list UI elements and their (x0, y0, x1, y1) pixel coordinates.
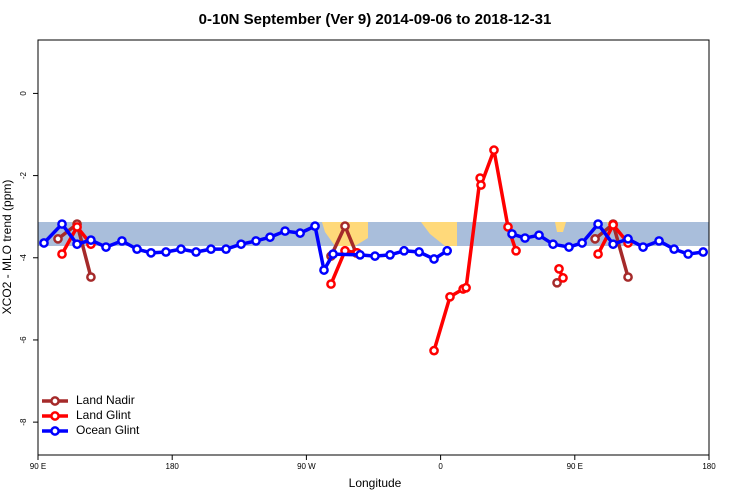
data-point (429, 345, 439, 356)
data-point (552, 277, 562, 288)
data-point (476, 180, 486, 190)
data-point (72, 222, 82, 232)
data-point (191, 247, 201, 257)
land (322, 222, 368, 246)
data-point (654, 236, 664, 246)
legend-marker (50, 411, 60, 421)
data-point (236, 239, 246, 250)
data-point (548, 239, 558, 250)
data-point (57, 249, 67, 259)
data-point (295, 228, 305, 238)
data-point (86, 272, 96, 282)
x-axis-label: Longitude (349, 476, 402, 490)
data-point (442, 245, 453, 256)
y-axis-label: XCO2 - MLO trend (ppm) (0, 180, 14, 315)
data-point (326, 279, 336, 289)
legend-label: Ocean Glint (76, 423, 140, 437)
y-tick-label: -4 (19, 254, 28, 262)
data-point (132, 244, 142, 254)
chart-title: 0-10N September (Ver 9) 2014-09-06 to 20… (199, 11, 552, 28)
x-tick-label: 90 E (30, 462, 46, 471)
data-point (86, 235, 96, 245)
data-point (623, 272, 633, 282)
plot-frame (37, 39, 710, 456)
data-point (511, 245, 521, 256)
y-tick-label: 0 (19, 91, 28, 96)
data-point (669, 244, 679, 254)
land (421, 222, 457, 246)
data-point (221, 244, 231, 254)
legend-marker (50, 426, 60, 436)
data-point (564, 242, 574, 252)
legend-label: Land Nadir (76, 393, 135, 407)
data-point (328, 249, 338, 259)
data-point (251, 236, 261, 246)
data-point (461, 282, 471, 293)
x-tick-label: 90 E (567, 462, 583, 471)
data-point (608, 220, 618, 230)
land (555, 222, 566, 232)
data-point (638, 242, 648, 252)
x-tick-label: 180 (166, 462, 180, 471)
data-point (53, 234, 63, 244)
data-point (414, 247, 424, 257)
data-point (280, 226, 290, 236)
data-point (72, 239, 82, 250)
y-tick-label: -6 (19, 336, 28, 344)
data-point (399, 245, 409, 256)
data-point (117, 236, 127, 246)
data-point (554, 264, 564, 274)
data-point (534, 230, 544, 241)
data-point (683, 249, 693, 259)
data-point (590, 234, 600, 244)
x-tick-label: 180 (702, 462, 716, 471)
x-tick-label: 90 W (297, 462, 316, 471)
data-point (608, 239, 618, 250)
y-tick-label: -8 (19, 418, 28, 426)
legend-label: Land Glint (76, 408, 131, 422)
data-point (206, 244, 216, 254)
data-point (445, 291, 455, 302)
data-point (370, 251, 380, 261)
data-point (429, 254, 439, 264)
data-point (161, 247, 171, 257)
data-point (176, 244, 186, 254)
data-point (385, 250, 395, 260)
data-point (558, 273, 568, 283)
data-point (489, 145, 499, 155)
data-point (507, 229, 517, 239)
data-point (503, 222, 513, 232)
data-point (39, 238, 49, 248)
data-point (310, 221, 320, 231)
data-point (355, 250, 365, 260)
data-point (577, 238, 587, 248)
x-tick-label: 0 (438, 462, 443, 471)
data-point (340, 221, 350, 231)
data-point (623, 234, 633, 244)
data-point (146, 247, 156, 258)
data-point (265, 232, 275, 243)
legend-marker (50, 396, 60, 406)
data-point (593, 249, 603, 259)
data-point (57, 219, 67, 229)
data-point (101, 242, 111, 252)
data-point (593, 219, 603, 229)
data-point (520, 233, 530, 243)
y-tick-label: -2 (19, 171, 28, 179)
data-point (319, 265, 329, 275)
data-point (698, 247, 709, 257)
